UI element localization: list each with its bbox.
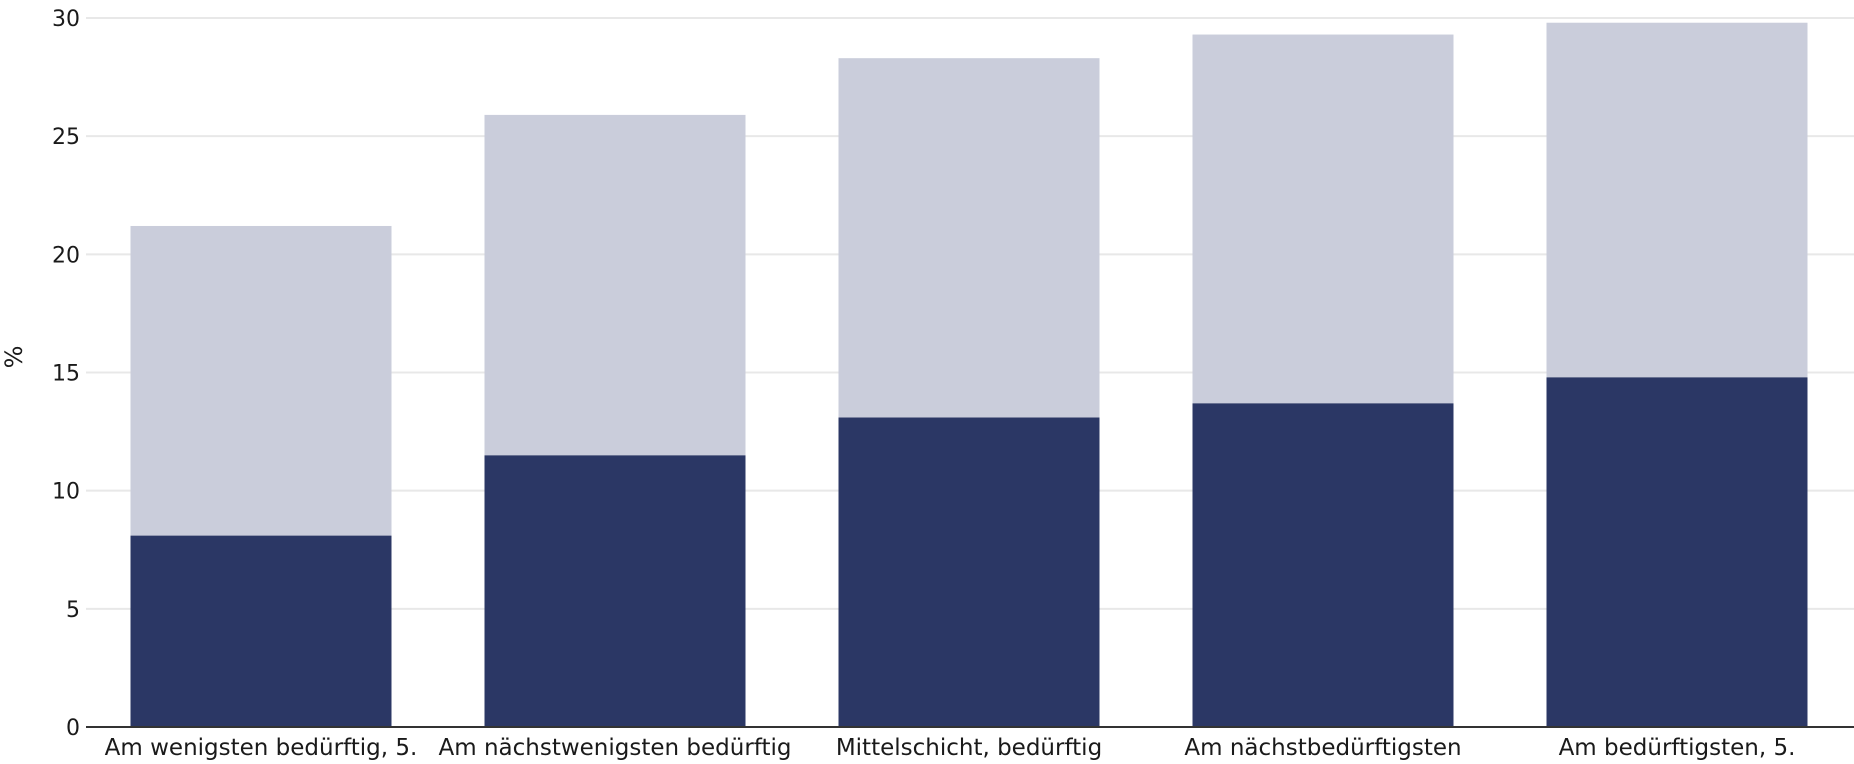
bar-segment-series-1 <box>838 417 1100 727</box>
y-tick-label: 0 <box>66 716 80 741</box>
y-tick-label: 20 <box>52 243 80 268</box>
bar-segment-series-2 <box>484 114 746 456</box>
y-tick-label: 30 <box>52 7 80 32</box>
x-category-label: Am wenigsten bedürftig, 5. <box>105 735 418 761</box>
bar-segment-series-1 <box>130 535 392 727</box>
y-tick-label: 10 <box>52 480 80 505</box>
bar-segment-series-1 <box>1546 377 1808 727</box>
bar-segment-series-1 <box>1192 403 1454 727</box>
y-tick-labels: 0 5 10 15 20 25 30 <box>52 7 80 741</box>
bar-segment-series-2 <box>838 58 1100 418</box>
bar-segment-series-1 <box>484 455 746 727</box>
bars <box>130 22 1808 727</box>
y-tick-label: 25 <box>52 125 80 150</box>
y-tick-label: 15 <box>52 362 80 387</box>
bar-segment-series-2 <box>1546 22 1808 378</box>
x-category-label: Mittelschicht, bedürftig <box>836 735 1102 761</box>
x-category-labels: Am wenigsten bedürftig, 5. Am nächstwenig… <box>105 735 1796 761</box>
bar-segment-series-2 <box>1192 34 1454 404</box>
y-axis-title: % <box>0 346 28 369</box>
y-tick-label: 5 <box>66 598 80 623</box>
x-category-label: Am nächstwenigsten bedürftig <box>439 735 792 761</box>
bar-segment-series-2 <box>130 225 392 536</box>
x-category-label: Am bedürftigsten, 5. <box>1559 735 1796 761</box>
x-category-label: Am nächstbedürftigsten <box>1184 735 1461 761</box>
